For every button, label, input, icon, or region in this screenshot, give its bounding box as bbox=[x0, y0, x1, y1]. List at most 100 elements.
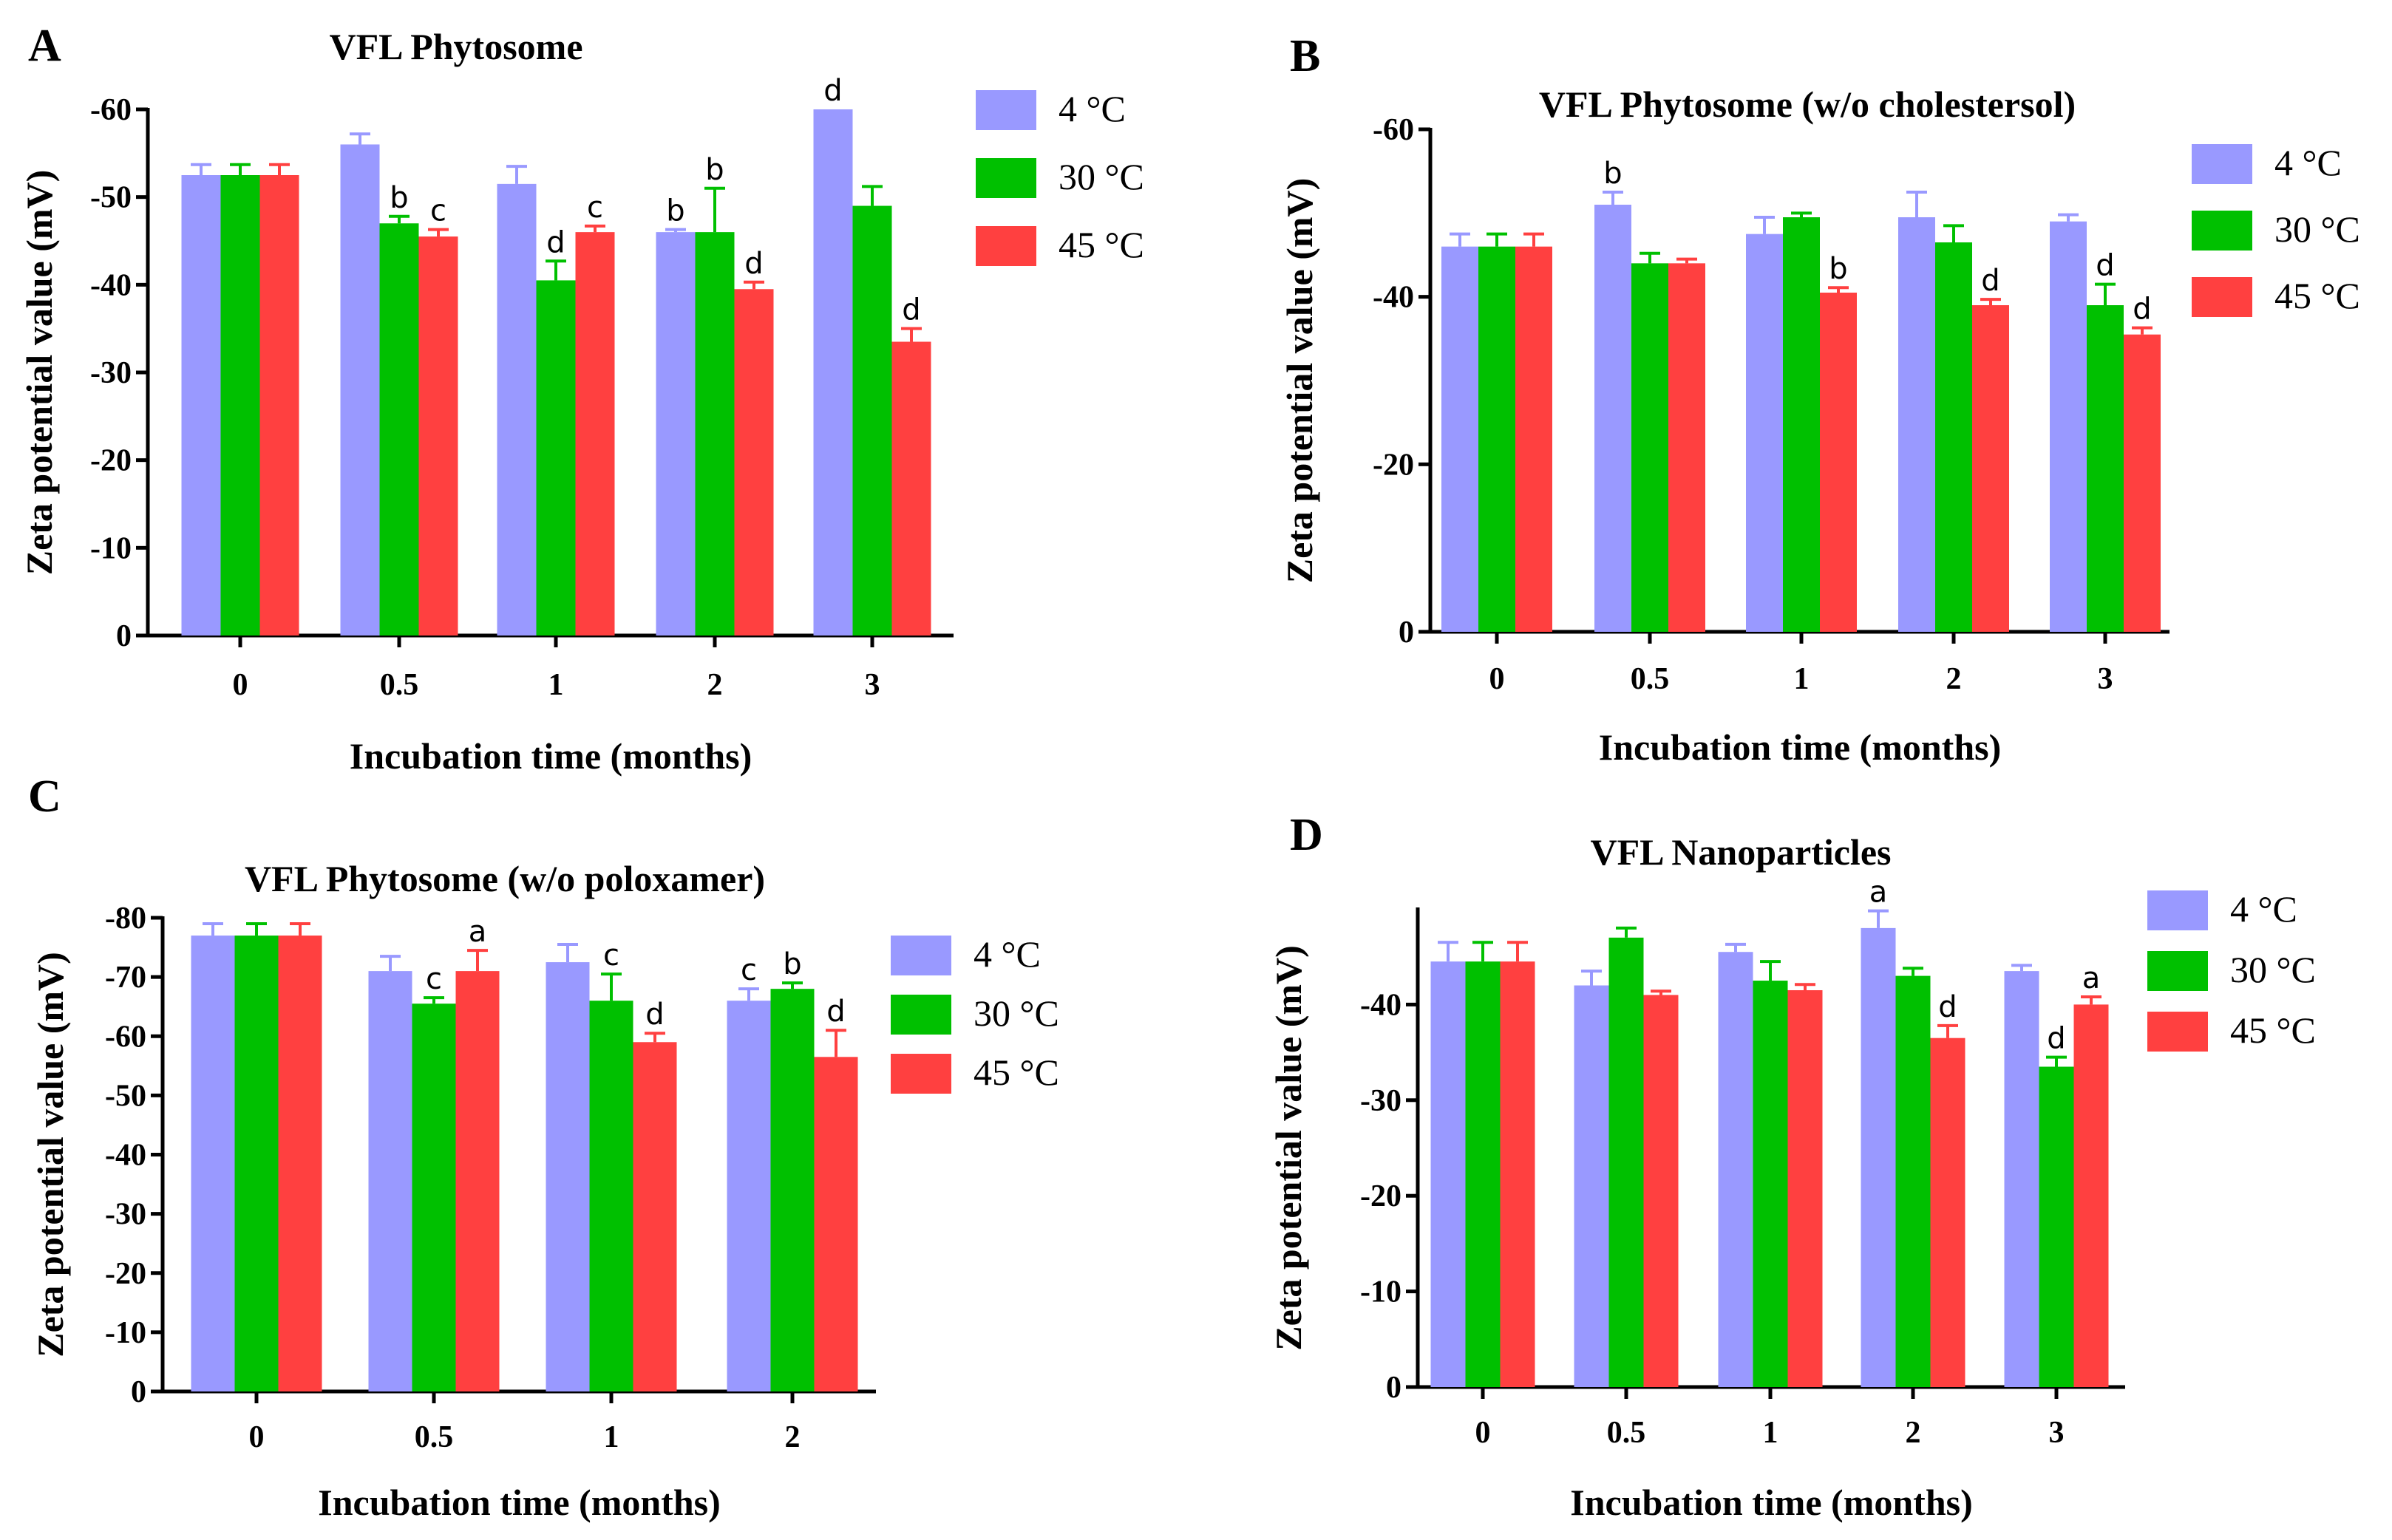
bar bbox=[1631, 263, 1668, 632]
significance-label: d bbox=[826, 995, 845, 1029]
bar bbox=[1500, 961, 1535, 1387]
panel-d: D VFL Nanoparticles 0 -10 -20 -30 -40 0 0.5 1 2 3 In… bbox=[1268, 810, 2316, 1523]
bar bbox=[1643, 995, 1679, 1387]
significance-label: d bbox=[823, 74, 842, 108]
y-tick-label: -40 bbox=[1360, 988, 1401, 1022]
bar bbox=[1753, 981, 1788, 1387]
bar bbox=[1478, 246, 1515, 633]
bar bbox=[1574, 985, 1609, 1387]
significance-label: d bbox=[2096, 249, 2114, 283]
bar bbox=[1608, 937, 1644, 1387]
bar bbox=[813, 109, 853, 636]
significance-label: d bbox=[1981, 264, 1999, 298]
bar bbox=[1820, 293, 1857, 632]
significance-label: d bbox=[902, 293, 920, 327]
chart-title: VFL Phytosome (w/o cholestersol) bbox=[1539, 84, 2076, 125]
y-tick-label: -20 bbox=[1373, 448, 1414, 482]
y-tick-label: 0 bbox=[1399, 616, 1414, 650]
bar bbox=[1783, 217, 1820, 632]
bar bbox=[278, 936, 322, 1391]
significance-label: d bbox=[546, 225, 565, 259]
bar bbox=[695, 232, 735, 636]
x-tick-label: 0 bbox=[233, 668, 248, 702]
bar bbox=[220, 175, 260, 636]
x-axis-title: Incubation time (months) bbox=[318, 1482, 720, 1523]
x-tick-label: 0.5 bbox=[380, 668, 419, 702]
y-tick-label: -30 bbox=[105, 1198, 146, 1232]
significance-label: d bbox=[1938, 990, 1957, 1024]
x-tick-label: 0.5 bbox=[1607, 1416, 1646, 1450]
y-tick-label: -10 bbox=[90, 531, 132, 565]
bar bbox=[633, 1042, 677, 1391]
y-tick-label: -50 bbox=[90, 181, 132, 215]
x-tick-label: 3 bbox=[2049, 1416, 2065, 1450]
bar bbox=[536, 280, 576, 636]
bar bbox=[1787, 989, 1823, 1387]
legend-label: 30 °C bbox=[2230, 949, 2316, 990]
y-tick-label: -10 bbox=[1360, 1275, 1401, 1309]
y-tick-label: 0 bbox=[116, 619, 132, 653]
y-tick-label: -10 bbox=[105, 1316, 146, 1350]
bar bbox=[770, 989, 815, 1391]
significance-label: c bbox=[426, 962, 442, 996]
significance-label: b bbox=[1829, 252, 1847, 286]
bar bbox=[1898, 217, 1935, 632]
bar bbox=[891, 341, 931, 636]
x-tick-label: 1 bbox=[548, 668, 564, 702]
panel-letter: A bbox=[28, 21, 61, 71]
legend-swatch bbox=[976, 90, 1036, 130]
bar bbox=[1746, 234, 1783, 633]
bar bbox=[1441, 246, 1478, 633]
y-tick-label: -70 bbox=[105, 961, 146, 995]
legend-label: 45 °C bbox=[2274, 275, 2360, 316]
x-tick-label: 3 bbox=[865, 668, 880, 702]
bar bbox=[2124, 334, 2161, 632]
bar bbox=[734, 289, 774, 636]
bar bbox=[412, 1004, 456, 1391]
significance-label: d bbox=[744, 247, 763, 281]
bar bbox=[656, 232, 696, 636]
y-tick-label: -20 bbox=[1360, 1179, 1401, 1213]
significance-label: b bbox=[783, 947, 801, 981]
legend-swatch bbox=[891, 1054, 951, 1094]
significance-label: a bbox=[1869, 876, 1888, 910]
legend-swatch bbox=[2192, 211, 2252, 251]
y-axis-title: Zeta potential value (mV) bbox=[1268, 945, 1309, 1351]
legend-label: 4 °C bbox=[1059, 88, 1126, 129]
y-tick-label: -30 bbox=[90, 356, 132, 390]
legend-label: 45 °C bbox=[974, 1052, 1059, 1093]
panel-c: C VFL Phytosome (w/o poloxamer) 0 -10 -20 -30… bbox=[28, 771, 1059, 1523]
x-tick-label: 0 bbox=[1489, 662, 1505, 696]
bar bbox=[2039, 1066, 2074, 1387]
legend-swatch bbox=[2147, 890, 2208, 930]
legend-label: 30 °C bbox=[1059, 156, 1144, 197]
y-axis-title: Zeta potential value (mV) bbox=[18, 170, 60, 576]
bar bbox=[234, 936, 279, 1391]
y-axis-title: Zeta potential value (mV) bbox=[1279, 178, 1320, 584]
significance-label: a bbox=[2082, 961, 2101, 995]
y-tick-label: -20 bbox=[105, 1257, 146, 1291]
chart-title: VFL Phytosome bbox=[329, 26, 582, 67]
x-tick-label: 1 bbox=[1763, 1416, 1778, 1450]
bar bbox=[1668, 263, 1705, 632]
y-tick-label: -20 bbox=[90, 444, 132, 478]
bar bbox=[1895, 975, 1931, 1387]
x-tick-label: 0 bbox=[1475, 1416, 1491, 1450]
y-tick-label: 0 bbox=[1386, 1371, 1401, 1405]
legend-label: 30 °C bbox=[2274, 208, 2360, 250]
legend-label: 4 °C bbox=[974, 933, 1041, 975]
significance-label: b bbox=[1603, 157, 1622, 191]
legend-label: 4 °C bbox=[2274, 142, 2342, 183]
bar bbox=[1430, 961, 1466, 1387]
y-tick-label: -30 bbox=[1360, 1084, 1401, 1118]
legend-label: 45 °C bbox=[1059, 224, 1144, 265]
bar bbox=[259, 175, 299, 636]
bar bbox=[1972, 305, 2009, 632]
panel-letter: D bbox=[1290, 810, 1323, 860]
y-tick-label: -40 bbox=[90, 268, 132, 302]
bar bbox=[455, 971, 500, 1391]
legend-swatch bbox=[891, 995, 951, 1035]
significance-label: b bbox=[705, 153, 724, 187]
x-axis-title: Incubation time (months) bbox=[1570, 1482, 1972, 1523]
